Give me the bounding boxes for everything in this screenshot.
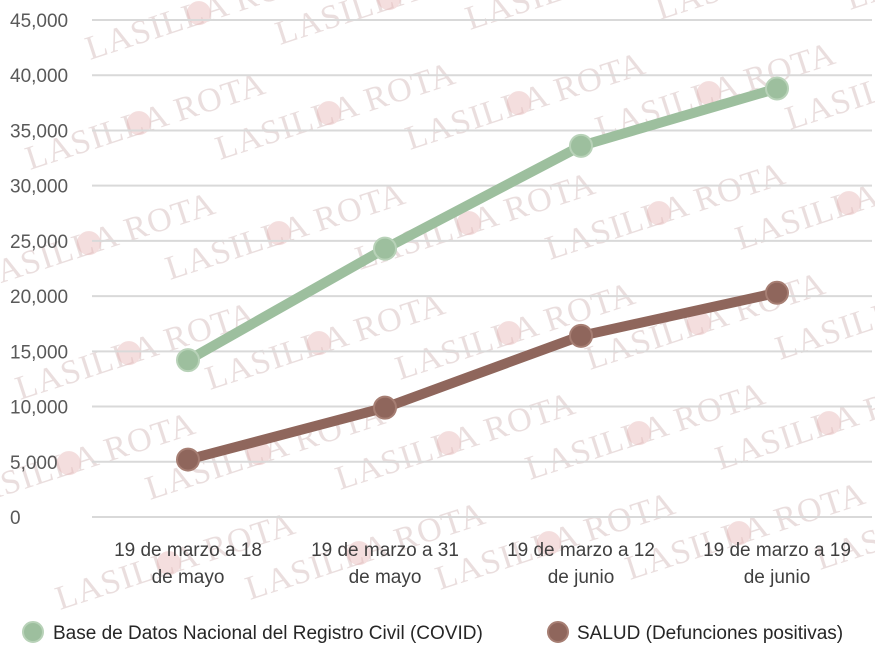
series-layer <box>176 76 789 472</box>
y-tick-label: 35,000 <box>10 121 68 142</box>
legend-marker <box>547 621 569 643</box>
y-tick-label: 25,000 <box>10 232 68 253</box>
series-line <box>183 83 782 366</box>
watermark: LASILLA ROTA <box>841 0 875 18</box>
x-tick-label: 19 de marzo a 12 de junio <box>507 540 655 588</box>
legend-marker <box>22 621 44 643</box>
data-point <box>765 76 789 101</box>
legend-label: Base de Datos Nacional del Registro Civi… <box>53 623 483 644</box>
svg-text:LASILLA ROTA: LASILLA ROTA <box>841 0 875 18</box>
data-point <box>569 133 593 158</box>
series-line <box>183 287 782 465</box>
y-tick-label: 5,000 <box>10 453 58 474</box>
x-tick-label: 19 de marzo a 19 de junio <box>703 540 851 588</box>
watermark: LASILLA ROTA <box>651 0 875 28</box>
x-axis: 19 de marzo a 18 de mayo 19 de marzo a 31 d… <box>114 540 851 588</box>
y-tick-label: 15,000 <box>10 342 68 363</box>
data-point <box>373 395 397 420</box>
y-tick-label: 40,000 <box>10 66 68 87</box>
legend: Base de Datos Nacional del Registro Civi… <box>22 621 843 644</box>
svg-text:LASILLA ROTA: LASILLA ROTA <box>651 0 875 28</box>
x-tick-label: 19 de marzo a 18 de mayo <box>114 540 262 588</box>
data-point <box>373 236 397 261</box>
gridlines <box>92 19 872 518</box>
legend-item: SALUD (Defunciones positivas) <box>547 621 843 644</box>
data-point <box>176 348 200 373</box>
y-tick-label: 0 <box>10 508 21 529</box>
y-tick-label: 10,000 <box>10 398 68 419</box>
legend-item: Base de Datos Nacional del Registro Civi… <box>22 621 483 644</box>
y-tick-label: 30,000 <box>10 177 68 198</box>
y-tick-label: 20,000 <box>10 287 68 308</box>
y-tick-label: 45,000 <box>10 11 68 32</box>
data-point <box>765 280 789 305</box>
y-axis: 0 5,000 10,000 15,000 20,000 25,000 30,000 35,0… <box>10 11 68 529</box>
data-point <box>569 323 593 348</box>
legend-label: SALUD (Defunciones positivas) <box>577 623 843 644</box>
data-point <box>176 447 200 472</box>
x-tick-label: 19 de marzo a 31 de mayo <box>311 540 459 588</box>
